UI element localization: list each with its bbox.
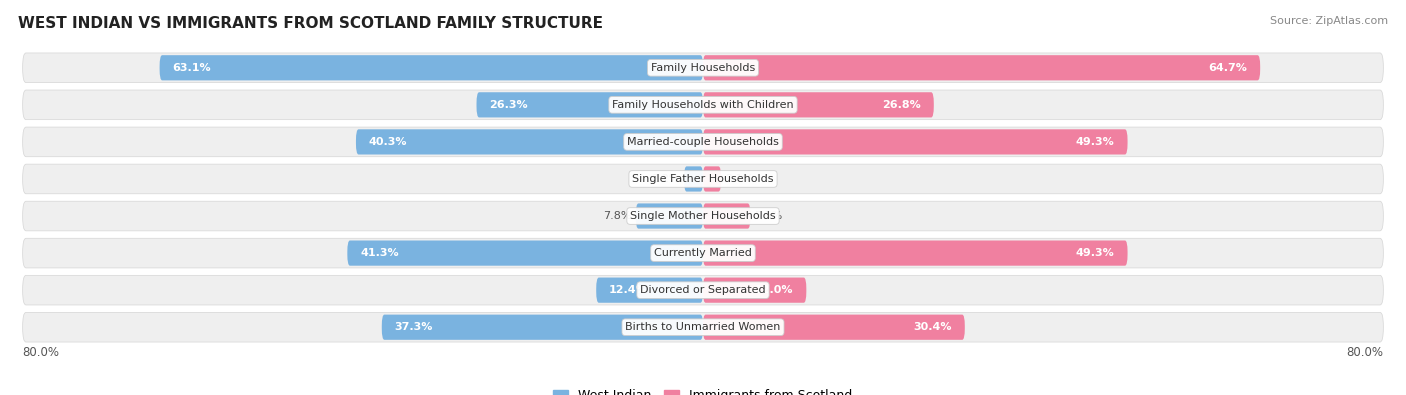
FancyBboxPatch shape bbox=[703, 129, 1128, 154]
FancyBboxPatch shape bbox=[703, 241, 1128, 266]
FancyBboxPatch shape bbox=[22, 164, 1384, 194]
Text: 12.4%: 12.4% bbox=[609, 285, 648, 295]
Text: Currently Married: Currently Married bbox=[654, 248, 752, 258]
Text: Family Households with Children: Family Households with Children bbox=[612, 100, 794, 110]
Text: 64.7%: 64.7% bbox=[1208, 63, 1247, 73]
FancyBboxPatch shape bbox=[685, 166, 703, 192]
FancyBboxPatch shape bbox=[636, 203, 703, 229]
Text: 80.0%: 80.0% bbox=[22, 346, 59, 359]
Text: Source: ZipAtlas.com: Source: ZipAtlas.com bbox=[1270, 16, 1388, 26]
Text: 2.1%: 2.1% bbox=[725, 174, 754, 184]
Legend: West Indian, Immigrants from Scotland: West Indian, Immigrants from Scotland bbox=[548, 384, 858, 395]
Text: Births to Unmarried Women: Births to Unmarried Women bbox=[626, 322, 780, 332]
Text: WEST INDIAN VS IMMIGRANTS FROM SCOTLAND FAMILY STRUCTURE: WEST INDIAN VS IMMIGRANTS FROM SCOTLAND … bbox=[18, 16, 603, 31]
Text: Family Households: Family Households bbox=[651, 63, 755, 73]
FancyBboxPatch shape bbox=[382, 314, 703, 340]
FancyBboxPatch shape bbox=[22, 127, 1384, 157]
Text: 41.3%: 41.3% bbox=[360, 248, 399, 258]
FancyBboxPatch shape bbox=[22, 312, 1384, 342]
FancyBboxPatch shape bbox=[477, 92, 703, 117]
Text: 40.3%: 40.3% bbox=[368, 137, 408, 147]
Text: 2.2%: 2.2% bbox=[651, 174, 679, 184]
FancyBboxPatch shape bbox=[703, 314, 965, 340]
FancyBboxPatch shape bbox=[356, 129, 703, 154]
FancyBboxPatch shape bbox=[22, 275, 1384, 305]
FancyBboxPatch shape bbox=[22, 90, 1384, 120]
Text: 7.8%: 7.8% bbox=[603, 211, 631, 221]
FancyBboxPatch shape bbox=[703, 203, 751, 229]
Text: 37.3%: 37.3% bbox=[395, 322, 433, 332]
Text: 49.3%: 49.3% bbox=[1076, 248, 1115, 258]
Text: 26.3%: 26.3% bbox=[489, 100, 529, 110]
FancyBboxPatch shape bbox=[347, 241, 703, 266]
Text: 5.5%: 5.5% bbox=[755, 211, 783, 221]
FancyBboxPatch shape bbox=[703, 278, 807, 303]
FancyBboxPatch shape bbox=[22, 201, 1384, 231]
Text: 30.4%: 30.4% bbox=[914, 322, 952, 332]
Text: 63.1%: 63.1% bbox=[173, 63, 211, 73]
Text: 26.8%: 26.8% bbox=[882, 100, 921, 110]
Text: Married-couple Households: Married-couple Households bbox=[627, 137, 779, 147]
Text: 49.3%: 49.3% bbox=[1076, 137, 1115, 147]
FancyBboxPatch shape bbox=[22, 53, 1384, 83]
Text: Single Mother Households: Single Mother Households bbox=[630, 211, 776, 221]
Text: Divorced or Separated: Divorced or Separated bbox=[640, 285, 766, 295]
FancyBboxPatch shape bbox=[596, 278, 703, 303]
FancyBboxPatch shape bbox=[160, 55, 703, 81]
Text: 12.0%: 12.0% bbox=[755, 285, 793, 295]
Text: Single Father Households: Single Father Households bbox=[633, 174, 773, 184]
FancyBboxPatch shape bbox=[703, 92, 934, 117]
FancyBboxPatch shape bbox=[703, 55, 1260, 81]
FancyBboxPatch shape bbox=[703, 166, 721, 192]
FancyBboxPatch shape bbox=[22, 238, 1384, 268]
Text: 80.0%: 80.0% bbox=[1347, 346, 1384, 359]
